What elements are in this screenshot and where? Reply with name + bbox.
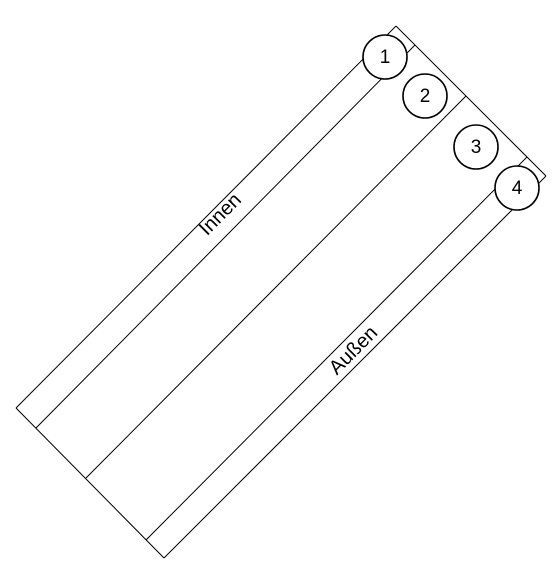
layer-marker-3-number: 3 <box>471 137 482 158</box>
layer-marker-2: 2 <box>402 73 448 119</box>
layer-marker-2-number: 2 <box>420 86 431 107</box>
layer-marker-1-number: 1 <box>380 47 391 68</box>
layer-marker-2-circle <box>402 73 448 119</box>
layer-marker-4-number: 4 <box>512 178 523 199</box>
top-short-edge <box>395 25 547 177</box>
layer-marker-3-circle <box>453 124 499 170</box>
boundary-2-3 <box>85 95 467 479</box>
layer-marker-4-circle <box>494 165 540 211</box>
boundary-1-2 <box>35 44 416 429</box>
inner-side-label: Innen <box>195 189 246 240</box>
bottom-short-edge <box>15 407 165 559</box>
outer-side-label: Außen <box>325 322 382 379</box>
layer-marker-4: 4 <box>494 165 540 211</box>
layer-marker-1: 1 <box>362 34 408 80</box>
outer-long-edge <box>163 175 547 559</box>
inner-long-edge <box>15 25 397 409</box>
boundary-3-4 <box>145 156 528 541</box>
layer-marker-1-circle <box>362 34 408 80</box>
layer-marker-3: 3 <box>453 124 499 170</box>
